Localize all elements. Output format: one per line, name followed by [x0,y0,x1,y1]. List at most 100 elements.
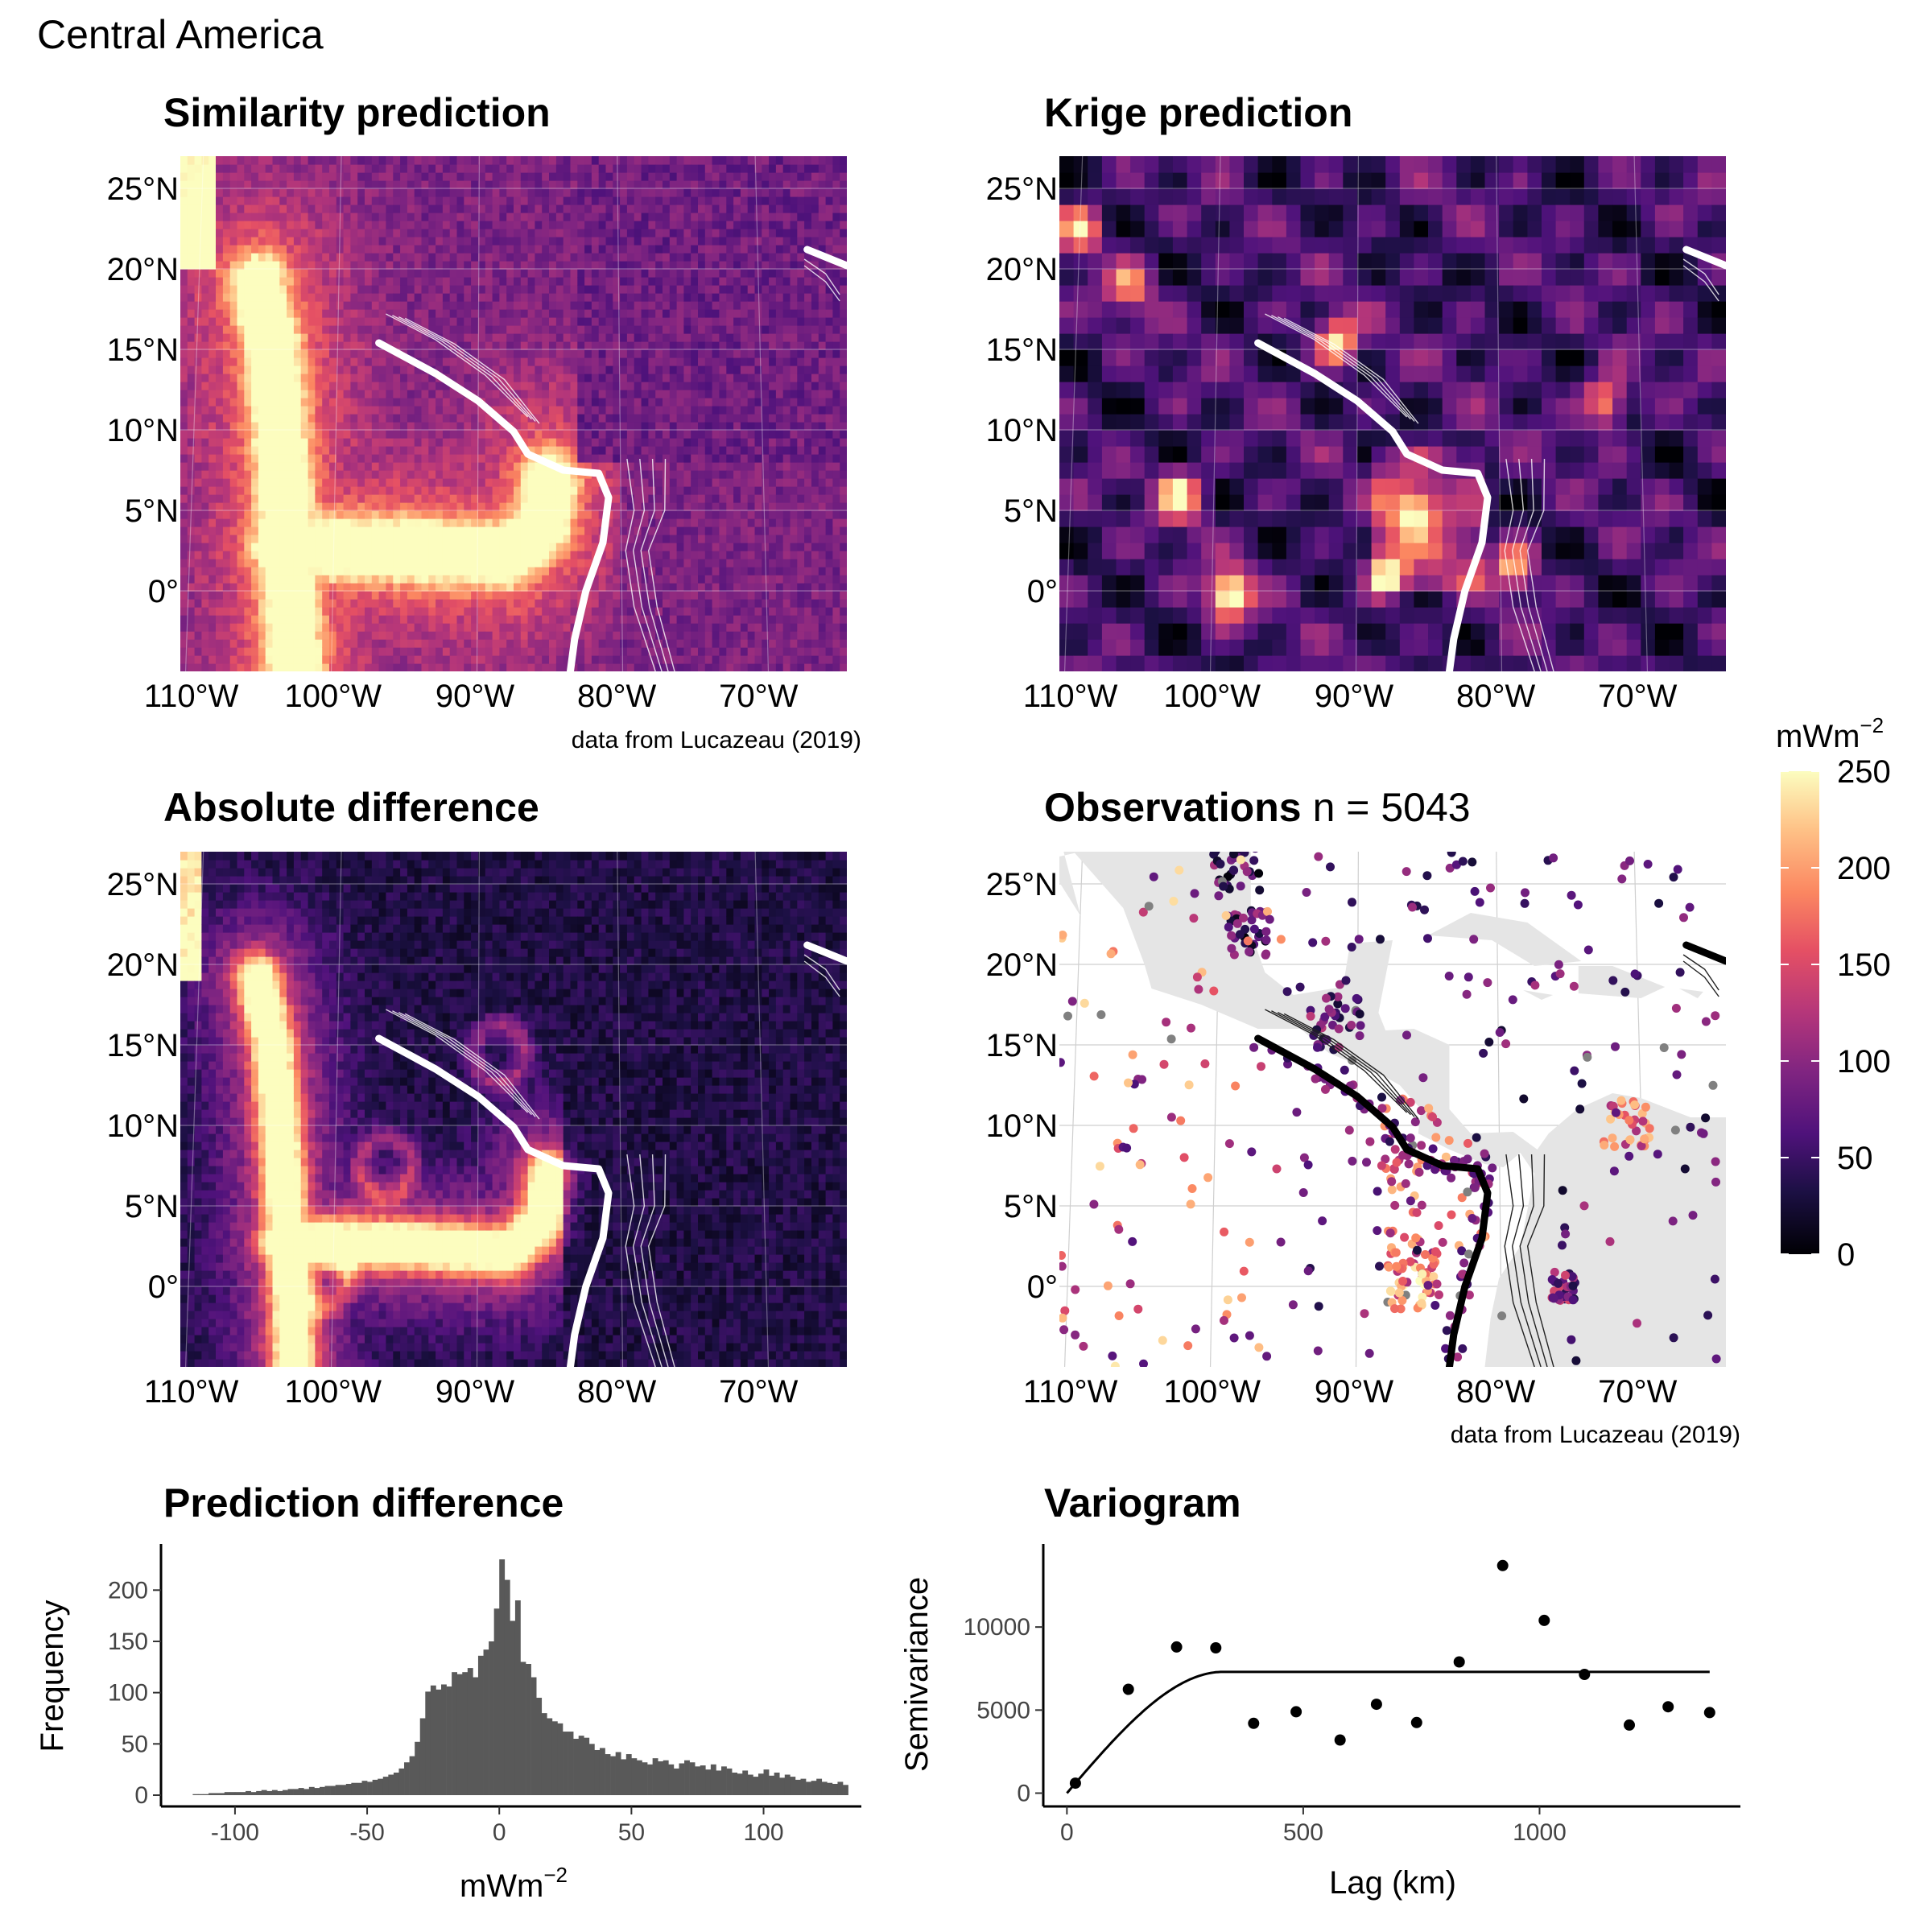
variogram-x-tick-label: 0 [1060,1819,1074,1846]
histogram-bar [298,1788,304,1795]
lon-tick-label: 80°W [1456,1374,1535,1410]
observation-point [1609,1166,1619,1176]
observation-point [1311,1074,1320,1084]
observation-point [1249,924,1259,934]
observation-point [1569,981,1579,991]
observation-point [1699,1129,1708,1138]
observation-point [1447,1210,1456,1220]
histogram-bar [483,1649,489,1795]
histogram-y-tick-label: 200 [108,1577,148,1604]
observation-point [1630,969,1640,979]
lon-tick-label: 70°W [719,679,798,714]
observation-point [1558,1186,1567,1195]
histogram-bar [806,1781,811,1795]
observation-point [1418,1269,1427,1279]
observation-point [1390,1304,1399,1314]
histogram-ylabel: Frequency [35,1600,70,1752]
histogram-bar [208,1793,214,1795]
histogram-x-tick-label: 0 [493,1819,506,1846]
observation-point [1166,1113,1176,1122]
observation-point [1135,1160,1145,1170]
observation-point [1428,1113,1437,1121]
lat-tick-label: 15°N [986,332,1058,368]
observation-point [1229,852,1238,859]
observation-point [1261,927,1271,936]
histogram-bar [441,1684,447,1795]
histogram-bar [605,1754,611,1795]
observation-point [1110,1361,1120,1367]
lat-tick-label: 25°N [107,171,179,207]
observation-point [1463,1187,1472,1197]
histogram-bar [287,1789,294,1795]
lon-tick-label: 100°W [1164,679,1261,714]
observation-point [1397,1296,1407,1305]
histogram-bar [742,1770,749,1795]
histogram-bar [430,1685,436,1795]
observation-point [1479,1048,1488,1058]
observation-point [1567,890,1576,900]
histogram-bar [584,1737,590,1795]
histogram-title: Prediction difference [163,1480,564,1525]
observation-point [1398,1150,1408,1160]
slab-contour [1526,458,1554,671]
histogram-x-tick-label: 50 [618,1819,645,1846]
slab-contour [803,960,840,997]
observation-point [1365,1137,1375,1146]
graticule-lon [1773,156,1794,671]
observations-panel-title: Observations [1044,785,1302,830]
observation-point [1360,1309,1369,1319]
observation-point [1184,1080,1194,1090]
histogram-bar [404,1762,410,1795]
variogram-point [1662,1701,1674,1713]
observation-point [1237,1293,1246,1302]
histogram-bar [684,1760,690,1795]
lat-tick-label: 0° [1027,1269,1058,1305]
variogram-point [1290,1706,1302,1718]
lat-tick-label: 5°N [1004,493,1058,529]
histogram-bar [621,1759,627,1795]
histogram-bar [594,1749,601,1795]
observation-point [1108,1351,1117,1360]
histogram-bar [452,1672,457,1795]
observation-point [1469,935,1479,944]
observation-point [1463,1154,1472,1164]
histogram-bar [250,1792,257,1795]
absdiff-panel-title: Absolute difference [163,785,539,830]
slab-contour [404,1013,540,1120]
observation-point [1423,1281,1433,1290]
legend-tick-label: 50 [1837,1141,1873,1176]
observation-point [1497,1311,1507,1321]
observation-point [1429,1272,1439,1282]
observation-point [1616,1096,1626,1105]
histogram-bar [456,1674,463,1795]
observation-point [1573,900,1583,910]
observation-point [1637,1108,1647,1118]
slab-contour [386,313,529,418]
observation-point [1675,968,1685,977]
histogram-bar [784,1774,791,1795]
histogram-bar [631,1758,638,1795]
observation-point [1276,935,1286,944]
observation-point [1385,1228,1395,1238]
observation-point [1508,995,1517,1005]
observation-point [1133,1304,1143,1314]
observation-point [1400,1232,1410,1242]
observation-point [1430,1301,1440,1310]
histogram-plot: -100 -50 0 50 100 0 50 100 150 200 [108,1544,861,1846]
observation-point [1139,1359,1148,1367]
observation-point [1550,1267,1559,1277]
trench-line [1682,941,1726,965]
observation-point [1654,898,1664,908]
observation-point [1488,1163,1497,1173]
histogram-bar [663,1760,669,1795]
observation-point [1348,898,1356,907]
observation-point [1468,857,1477,867]
observation-point [1643,860,1653,869]
observation-point [1059,1313,1067,1323]
variogram-point [1210,1642,1222,1653]
observation-point [1341,976,1351,985]
observation-point [1288,1300,1298,1310]
legend-title: mWm [1776,719,1860,754]
graticule-lon [1355,156,1359,671]
